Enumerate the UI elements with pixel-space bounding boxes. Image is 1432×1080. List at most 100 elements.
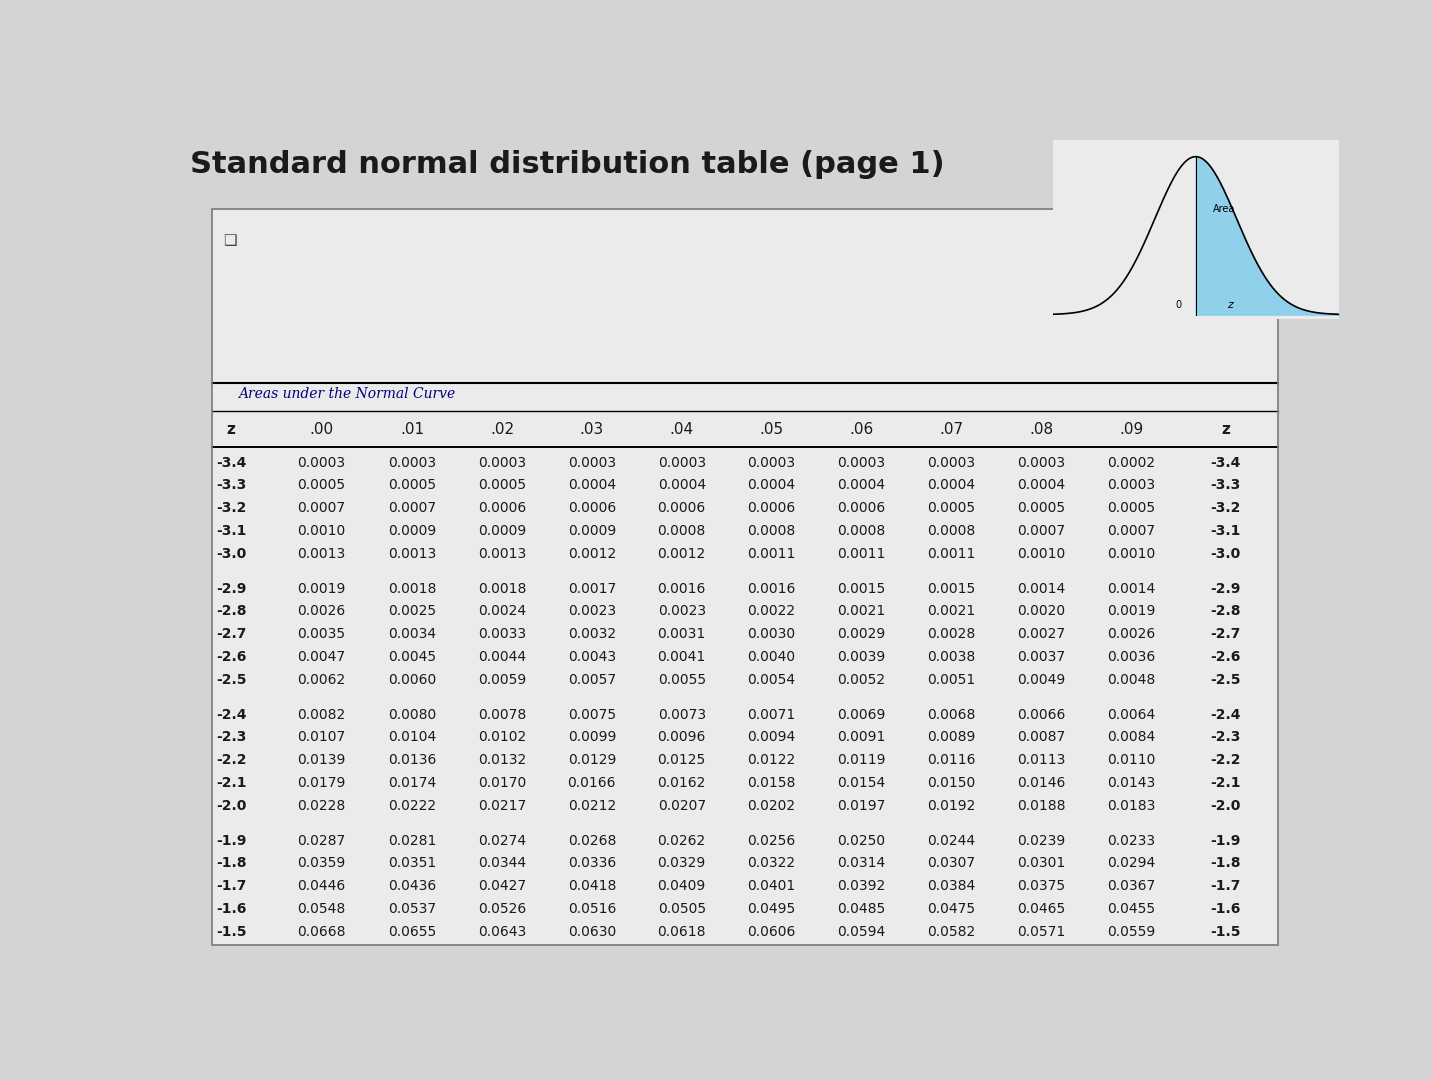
Text: Areas under the Normal Curve: Areas under the Normal Curve (238, 388, 455, 402)
Text: 0.0375: 0.0375 (1017, 879, 1065, 893)
Text: 0.0436: 0.0436 (388, 879, 437, 893)
Text: 0.0268: 0.0268 (567, 834, 616, 848)
Text: 0.0015: 0.0015 (838, 581, 885, 595)
Text: .02: .02 (490, 422, 514, 437)
Text: 0.0158: 0.0158 (748, 777, 796, 791)
Text: 0.0228: 0.0228 (296, 799, 345, 813)
Text: 0.0003: 0.0003 (567, 456, 616, 470)
Text: 0.0188: 0.0188 (1017, 799, 1065, 813)
Text: 0.0096: 0.0096 (657, 730, 706, 744)
Text: 0.0655: 0.0655 (388, 926, 437, 939)
Text: 0.0392: 0.0392 (838, 879, 885, 893)
Text: 0.0010: 0.0010 (296, 524, 345, 538)
Text: 0.0119: 0.0119 (838, 754, 886, 767)
Text: 0.0011: 0.0011 (748, 548, 796, 562)
Text: 0.0099: 0.0099 (567, 730, 616, 744)
Text: 0.0003: 0.0003 (388, 456, 437, 470)
Text: 0.0274: 0.0274 (478, 834, 526, 848)
Text: 0.0003: 0.0003 (1017, 456, 1065, 470)
Text: 0.0006: 0.0006 (657, 501, 706, 515)
Text: 0.0668: 0.0668 (296, 926, 345, 939)
Text: 0.0066: 0.0066 (1017, 707, 1065, 721)
FancyBboxPatch shape (212, 208, 1277, 945)
Text: 0.0087: 0.0087 (1017, 730, 1065, 744)
Text: 0.0003: 0.0003 (1107, 478, 1156, 492)
Text: 0.0005: 0.0005 (296, 478, 345, 492)
Text: ❑: ❑ (223, 232, 238, 247)
Text: 0.0314: 0.0314 (838, 856, 885, 870)
Text: 0.0073: 0.0073 (657, 707, 706, 721)
Text: 0.0222: 0.0222 (388, 799, 437, 813)
Text: 0.0244: 0.0244 (928, 834, 975, 848)
Text: -1.9: -1.9 (1210, 834, 1240, 848)
Text: 0.0057: 0.0057 (567, 673, 616, 687)
Text: 0.0262: 0.0262 (657, 834, 706, 848)
Text: 0.0582: 0.0582 (928, 926, 975, 939)
Text: 0.0007: 0.0007 (296, 501, 345, 515)
Text: 0.0071: 0.0071 (748, 707, 796, 721)
Text: 0.0008: 0.0008 (838, 524, 885, 538)
Text: 0.0014: 0.0014 (1107, 581, 1156, 595)
Text: 0.0089: 0.0089 (928, 730, 975, 744)
Text: 0.0495: 0.0495 (748, 902, 796, 916)
Text: z: z (1227, 300, 1233, 310)
Text: -3.2: -3.2 (216, 501, 246, 515)
Text: 0.0307: 0.0307 (928, 856, 975, 870)
Text: 0.0301: 0.0301 (1017, 856, 1065, 870)
Text: 0.0139: 0.0139 (296, 754, 345, 767)
Text: 0.0006: 0.0006 (567, 501, 616, 515)
Text: 0.0010: 0.0010 (1017, 548, 1065, 562)
Text: -1.8: -1.8 (1210, 856, 1240, 870)
Text: 0.0064: 0.0064 (1107, 707, 1156, 721)
Text: 0.0002: 0.0002 (1107, 456, 1156, 470)
Text: 0.0548: 0.0548 (296, 902, 345, 916)
Text: 0.0038: 0.0038 (928, 650, 975, 664)
Text: -2.4: -2.4 (1210, 707, 1240, 721)
Text: 0.0041: 0.0041 (657, 650, 706, 664)
Text: -2.3: -2.3 (1210, 730, 1240, 744)
Text: 0.0217: 0.0217 (478, 799, 526, 813)
Text: -3.0: -3.0 (1210, 548, 1240, 562)
Text: 0.0030: 0.0030 (748, 627, 796, 642)
Text: 0.0102: 0.0102 (478, 730, 526, 744)
Text: 0.0004: 0.0004 (928, 478, 975, 492)
Text: 0.0008: 0.0008 (928, 524, 975, 538)
Text: 0.0336: 0.0336 (567, 856, 616, 870)
Text: 0.0006: 0.0006 (748, 501, 796, 515)
Text: 0.0630: 0.0630 (567, 926, 616, 939)
Text: -1.5: -1.5 (1210, 926, 1240, 939)
Text: .06: .06 (849, 422, 874, 437)
Text: 0.0003: 0.0003 (478, 456, 526, 470)
Text: 0.0049: 0.0049 (1017, 673, 1065, 687)
Text: 0.0059: 0.0059 (478, 673, 526, 687)
Text: 0.0008: 0.0008 (657, 524, 706, 538)
Text: 0.0202: 0.0202 (748, 799, 796, 813)
Text: -1.7: -1.7 (1210, 879, 1240, 893)
Text: 0.0084: 0.0084 (1107, 730, 1156, 744)
Text: 0.0122: 0.0122 (748, 754, 796, 767)
Text: 0.0003: 0.0003 (657, 456, 706, 470)
Text: 0.0006: 0.0006 (478, 501, 526, 515)
Text: 0.0060: 0.0060 (388, 673, 437, 687)
Text: 0.0125: 0.0125 (657, 754, 706, 767)
Text: 0.0594: 0.0594 (838, 926, 885, 939)
Text: 0.0154: 0.0154 (838, 777, 885, 791)
Text: 0.0009: 0.0009 (478, 524, 526, 538)
Text: 0.0384: 0.0384 (928, 879, 975, 893)
Text: 0.0183: 0.0183 (1107, 799, 1156, 813)
Text: 0.0068: 0.0068 (928, 707, 975, 721)
Text: 0.0052: 0.0052 (838, 673, 885, 687)
Text: 0.0026: 0.0026 (1107, 627, 1156, 642)
Text: -3.1: -3.1 (1210, 524, 1240, 538)
Text: -1.8: -1.8 (216, 856, 246, 870)
Text: 0.0018: 0.0018 (388, 581, 437, 595)
Text: 0.0075: 0.0075 (567, 707, 616, 721)
Text: 0.0170: 0.0170 (478, 777, 526, 791)
Text: 0.0003: 0.0003 (838, 456, 885, 470)
Text: 0.0011: 0.0011 (928, 548, 975, 562)
Text: -2.9: -2.9 (216, 581, 246, 595)
Text: -2.5: -2.5 (1210, 673, 1240, 687)
Text: 0.0174: 0.0174 (388, 777, 437, 791)
Text: .05: .05 (759, 422, 783, 437)
Text: 0.0013: 0.0013 (478, 548, 526, 562)
